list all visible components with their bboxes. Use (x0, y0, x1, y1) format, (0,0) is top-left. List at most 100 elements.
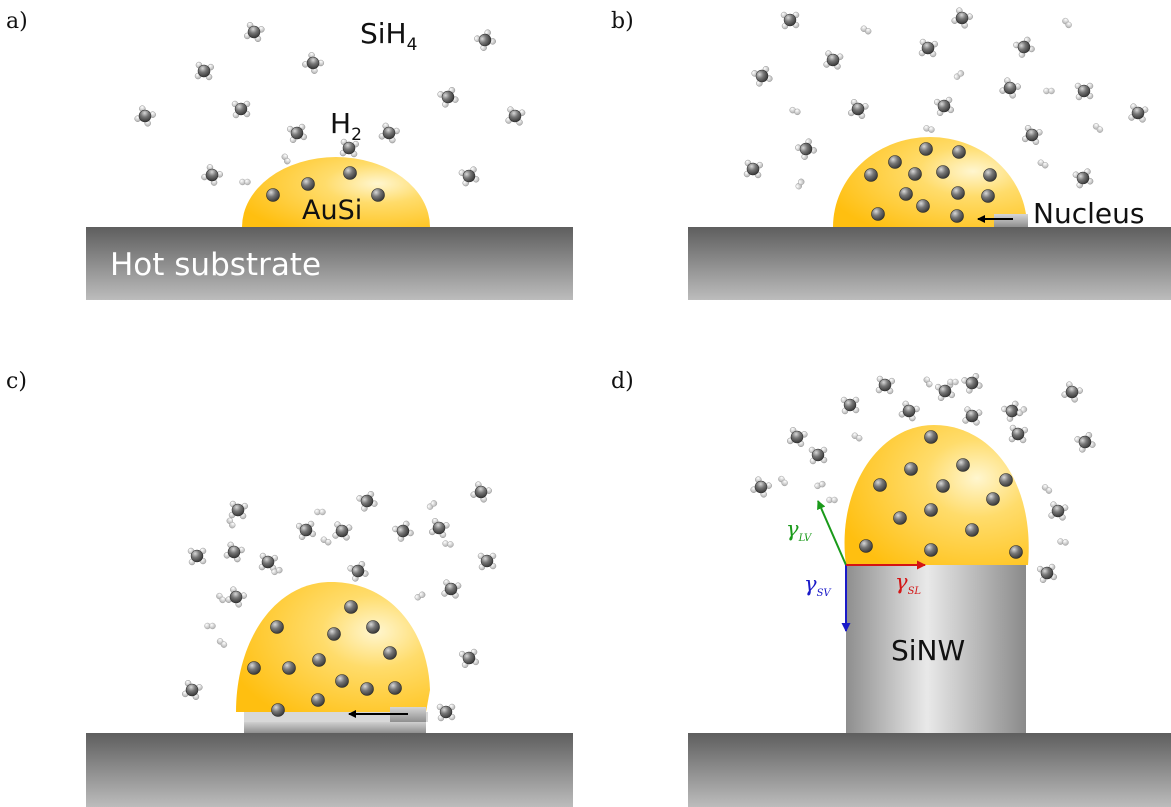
silane-molecule-icon (225, 586, 247, 608)
silicon-atom-icon (899, 187, 913, 201)
panel-c-silicon-atoms (247, 600, 402, 717)
silane-molecule-icon (935, 381, 955, 401)
silicon-atom-icon (908, 167, 922, 181)
hydrogen-molecule-icon (851, 432, 863, 442)
silane-molecule-icon (201, 164, 223, 186)
hydrogen-molecule-icon (795, 178, 805, 190)
silane-molecule-icon (187, 547, 207, 566)
silicon-atom-icon (388, 681, 402, 695)
silane-molecule-icon (808, 446, 828, 465)
panel-b-silicon-atoms (864, 142, 997, 223)
silicon-atom-icon (904, 462, 918, 476)
substrate-c (86, 733, 573, 807)
silane-molecule-icon (258, 552, 278, 572)
silicon-atom-icon (266, 188, 280, 202)
substrate-b (688, 227, 1171, 300)
silicon-atom-icon (924, 543, 938, 557)
hydrogen-molecule-icon (239, 178, 251, 186)
silicon-atom-icon (864, 168, 878, 182)
silicon-atom-icon (951, 186, 965, 200)
silicon-atom-icon (919, 142, 933, 156)
panel-b-silane-molecules (743, 7, 1149, 189)
silicon-atom-icon (924, 430, 938, 444)
silane-molecule-icon (474, 29, 496, 51)
silicon-atom-icon (873, 478, 887, 492)
hydrogen-molecule-icon (826, 496, 838, 504)
silicon-atom-icon (936, 165, 950, 179)
silane-molecule-icon (823, 50, 844, 70)
silane-molecule-icon (378, 122, 400, 144)
silane-molecule-icon (477, 552, 497, 571)
silicon-atom-icon (271, 703, 285, 717)
silane-molecule-icon (392, 520, 414, 542)
hydrogen-molecule-icon (226, 517, 236, 529)
silane-molecule-icon (470, 481, 492, 503)
silicon-atom-icon (965, 523, 979, 537)
panel-b-label: b) (611, 9, 634, 34)
silane-molecule-icon (875, 375, 895, 395)
hydrogen-molecule-icon (271, 566, 283, 576)
silane-molecule-icon (961, 373, 983, 394)
substrate-d (688, 733, 1171, 807)
silane-molecule-icon (287, 123, 307, 143)
silane-molecule-icon (296, 520, 316, 540)
silane-molecule-icon (795, 138, 817, 160)
silicon-atom-icon (871, 207, 885, 221)
silane-molecule-icon (231, 100, 251, 119)
silicon-atom-icon (371, 188, 385, 202)
droplet-c (236, 582, 430, 712)
silane-molecule-icon (458, 166, 480, 187)
silicon-atom-icon (335, 674, 349, 688)
silane-molecule-icon (339, 138, 359, 158)
silicon-atom-icon (301, 177, 315, 191)
silane-molecule-icon (898, 400, 920, 422)
panel-d: d) SiNW γLV γSV γSL (611, 369, 1171, 807)
silicon-atom-icon (383, 646, 397, 660)
silane-molecule-icon (459, 648, 479, 668)
silicon-atom-icon (983, 168, 997, 182)
silicon-atom-icon (956, 458, 970, 472)
gamma-lv-label: γLV (786, 517, 813, 544)
silicon-atom-icon (311, 693, 325, 707)
droplet-b (833, 137, 1027, 227)
silane-molecule-icon (848, 99, 869, 119)
silane-molecule-icon (1008, 424, 1028, 444)
hot-substrate (86, 227, 573, 300)
droplet-d (844, 425, 1029, 565)
silicon-atom-icon (366, 620, 380, 634)
silane-molecule-icon (505, 106, 526, 126)
panel-d-hydrogen-molecules (778, 376, 1069, 546)
silane-molecule-icon (1072, 168, 1094, 189)
panel-d-silicon-atoms (859, 430, 1023, 559)
silane-molecule-icon (951, 7, 973, 29)
hydrogen-molecule-icon (1057, 538, 1069, 546)
silicon-atom-icon (343, 166, 357, 180)
panel-b-hydrogen-molecules (789, 17, 1104, 190)
silane-molecule-icon (1022, 125, 1043, 145)
hydrogen-molecule-icon (1092, 123, 1104, 133)
gamma-lv-arrow (817, 500, 847, 566)
silane-molecule-icon (962, 406, 983, 426)
hydrogen-molecule-icon (1037, 159, 1049, 169)
silicon-atom-icon (247, 661, 261, 675)
hydrogen-molecule-icon (1062, 17, 1072, 29)
nucleus-label: Nucleus (1033, 197, 1144, 230)
panel-d-silane-molecules (750, 373, 1096, 583)
panel-b: b) Nucleus (611, 7, 1171, 300)
silane-molecule-icon (356, 491, 378, 512)
silane-molecule-icon (347, 561, 369, 582)
silane-molecule-icon (750, 476, 772, 498)
hydrogen-molecule-icon (414, 591, 426, 601)
hydrogen-molecule-icon (442, 540, 454, 548)
hydrogen-label: H2 (330, 107, 362, 145)
silane-label: SiH4 (360, 17, 417, 55)
hydrogen-molecule-icon (1041, 484, 1053, 494)
silicon-atom-icon (312, 653, 326, 667)
panel-a-label: a) (6, 9, 28, 34)
silane-molecule-icon (840, 396, 860, 415)
hydrogen-molecule-icon (923, 125, 935, 133)
silicon-nanowire (846, 565, 1026, 733)
hydrogen-molecule-icon (789, 106, 801, 116)
silane-molecule-icon (223, 541, 245, 563)
